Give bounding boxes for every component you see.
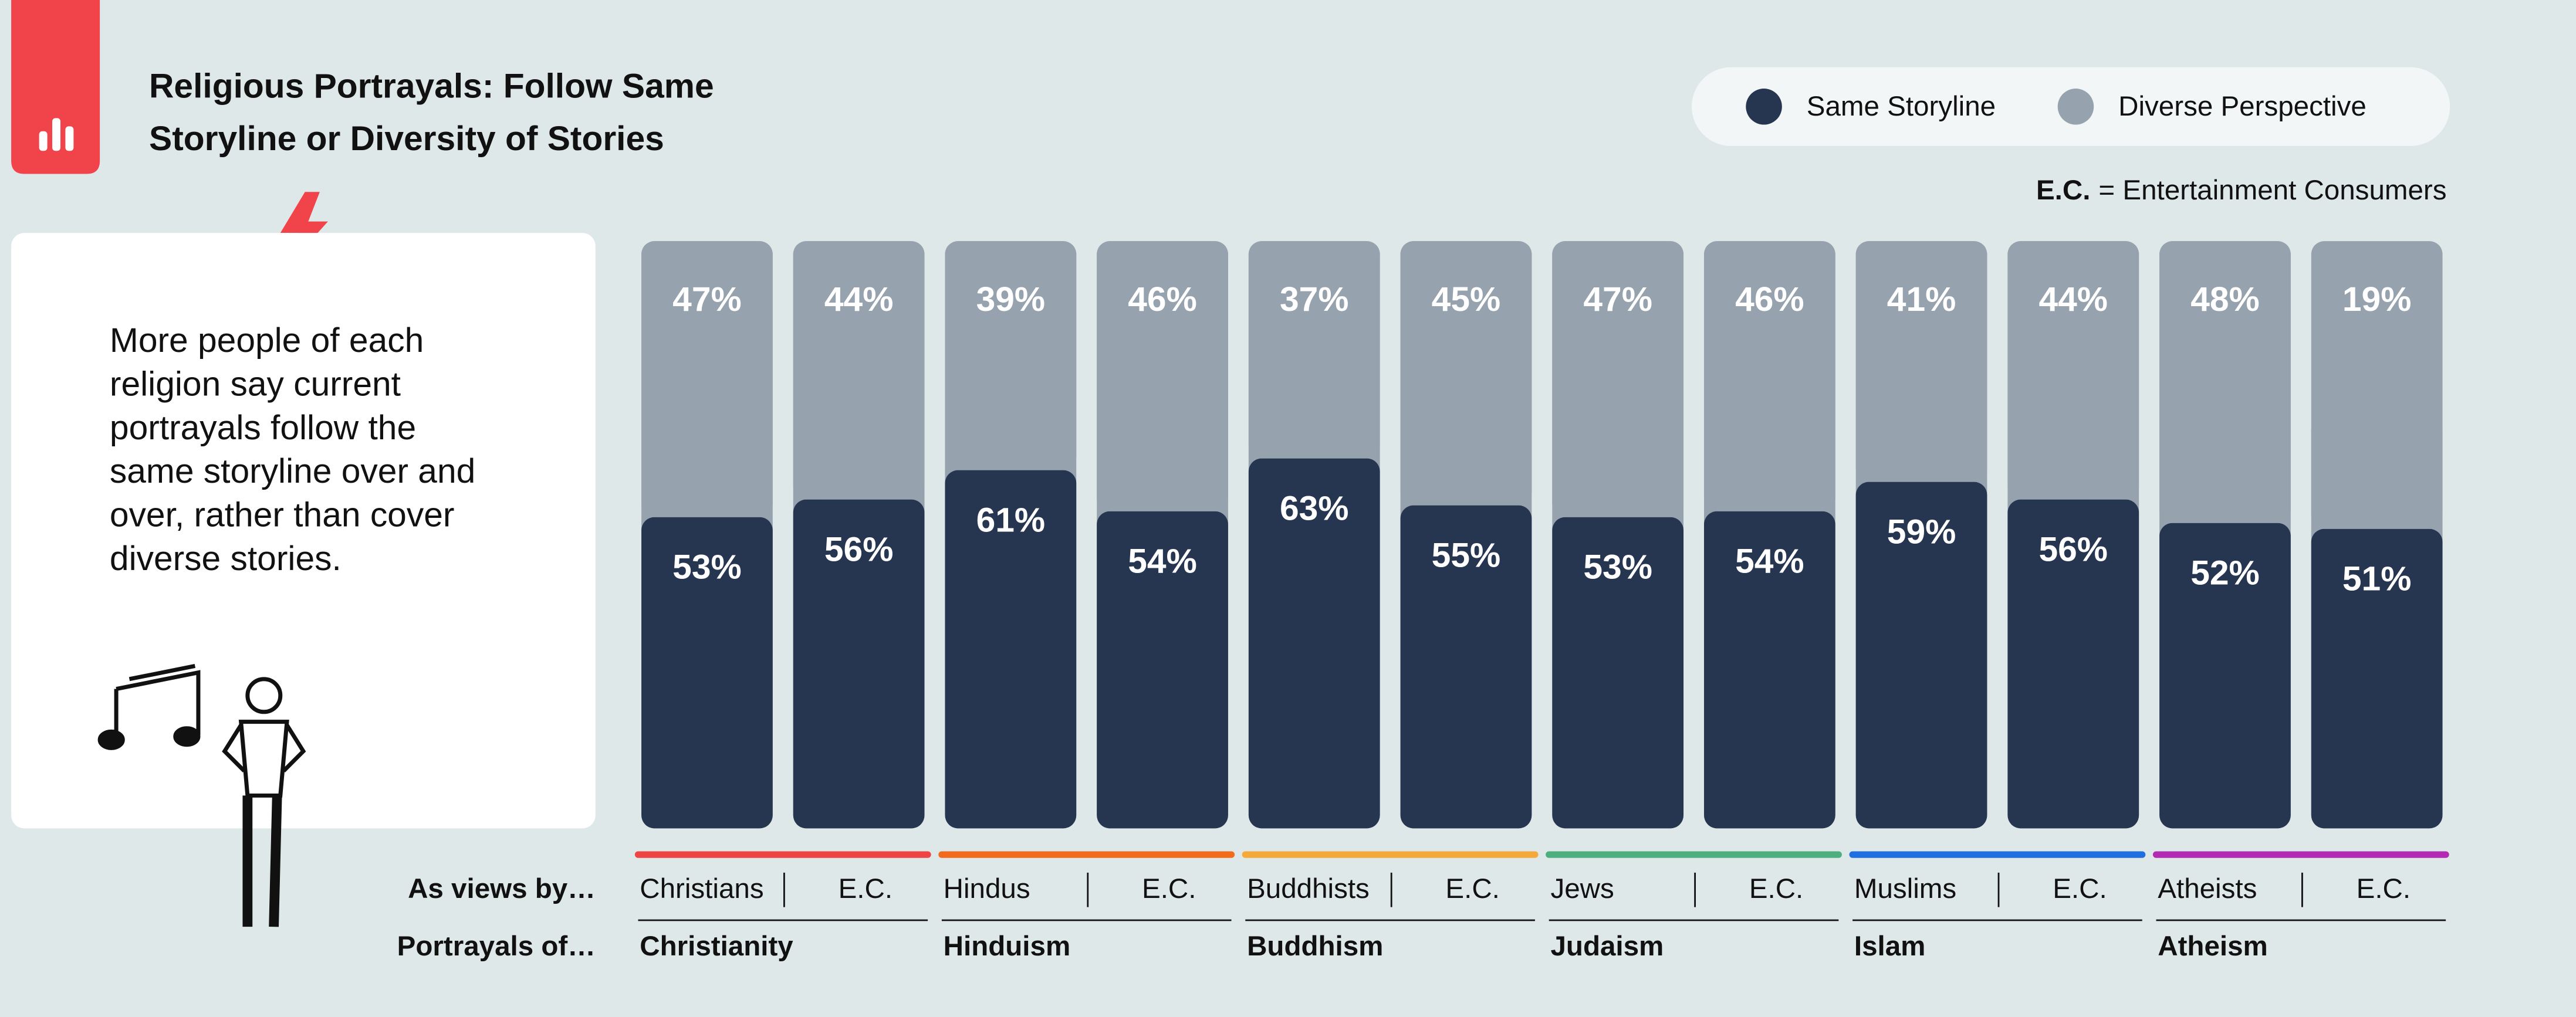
bar-segment [1400,505,1532,829]
bar-segment [1400,241,1532,506]
value-label: 59% [1887,513,1956,551]
bar-segment [1097,511,1228,829]
description: portrayals follow the [110,409,416,447]
value-label: 52% [2190,554,2260,592]
x-tick-label: Hindus [944,873,1030,904]
bar-segment [2311,417,2443,529]
description: religion say current [110,365,401,403]
value-label: 45% [1432,280,1501,318]
bar-segment [641,517,773,829]
x-tick-label: E.C. [2053,873,2107,904]
x-tick-label: E.C. [1445,873,1499,904]
value-label: 53% [1583,548,1652,587]
bar-segment [2311,528,2443,829]
group-label: Atheism [2158,931,2268,962]
value-label: 41% [1887,280,1956,318]
bar-segment [1248,458,1380,829]
note-abbr: E.C. [2036,175,2090,206]
bar-segment [1097,241,1228,511]
x-tick-label: Jews [1550,873,1614,904]
bar-segment [1552,241,1684,517]
bar-segment [793,499,925,829]
legend-label: Diverse Perspective [2118,91,2367,122]
value-label: 44% [2039,280,2108,318]
chart-title: Storyline or Diversity of Stories [149,120,664,158]
bar-segment [1855,241,1987,482]
illustration [97,664,306,927]
x-tick-label: E.C. [1142,873,1196,904]
legend-marker [2057,89,2094,125]
value-label: 54% [1128,543,1197,581]
value-label: 53% [672,548,742,587]
value-label: 19% [2342,280,2412,318]
value-label: 56% [824,531,894,569]
note: E.C. = Entertainment Consumers [2036,175,2447,206]
value-label: 61% [976,501,1046,540]
value-label: 47% [672,280,742,318]
x-tick-label: E.C. [1749,873,1803,904]
value-label: 51% [2342,560,2412,598]
bar-segment [1855,482,1987,829]
chart-title: Religious Portrayals: Follow Same [149,67,714,106]
group-label: Judaism [1550,931,1664,962]
value-label: 63% [1280,490,1349,528]
chart-icon [39,118,74,151]
bar-segment [1552,517,1684,829]
group-label: Christianity [640,931,793,962]
value-label: 46% [1128,280,1197,318]
value-label: 46% [1735,280,1804,318]
bar-segment [641,241,773,517]
x-tick-label: Christians [640,873,763,904]
bar-segment [2159,523,2291,829]
value-label: 48% [2190,280,2260,318]
lightning-icon [280,192,328,267]
value-label: 55% [1432,537,1501,575]
bar-segment [793,241,925,500]
group-label: Hinduism [944,931,1071,962]
bar-segment [2007,241,2139,500]
value-label: 54% [1735,543,1804,581]
x-tick-label: Atheists [2158,873,2257,904]
group-label: Islam [1854,931,1926,962]
bar-segment [2159,241,2291,523]
value-label: 44% [824,280,894,318]
bar-segment [1248,241,1380,459]
row-label: Portrayals of… [397,931,596,962]
bar-segment [1703,511,1835,829]
value-label: 39% [976,280,1046,318]
bar-segment [2007,499,2139,829]
x-tick-label: E.C. [2357,873,2411,904]
value-label: 47% [1583,280,1652,318]
description: same storyline over and [110,452,475,490]
bar-segment [945,470,1077,829]
bar-segment [1703,241,1835,511]
note-text: = Entertainment Consumers [2098,175,2446,206]
x-tick-label: Muslims [1854,873,1956,904]
description: over, rather than cover [110,496,455,534]
value-label: 37% [1280,280,1349,318]
x-tick-label: E.C. [839,873,893,904]
legend-label: Same Storyline [1807,91,1996,122]
value-label: 56% [2039,531,2108,569]
bar-segment [945,241,1077,470]
x-tick-label: Buddhists [1247,873,1370,904]
group-label: Buddhism [1247,931,1383,962]
description: diverse stories. [110,540,342,578]
icon-tab [11,0,100,174]
legend-marker [1746,89,1782,125]
description: More people of each [110,321,424,360]
row-label: As views by… [408,873,596,904]
